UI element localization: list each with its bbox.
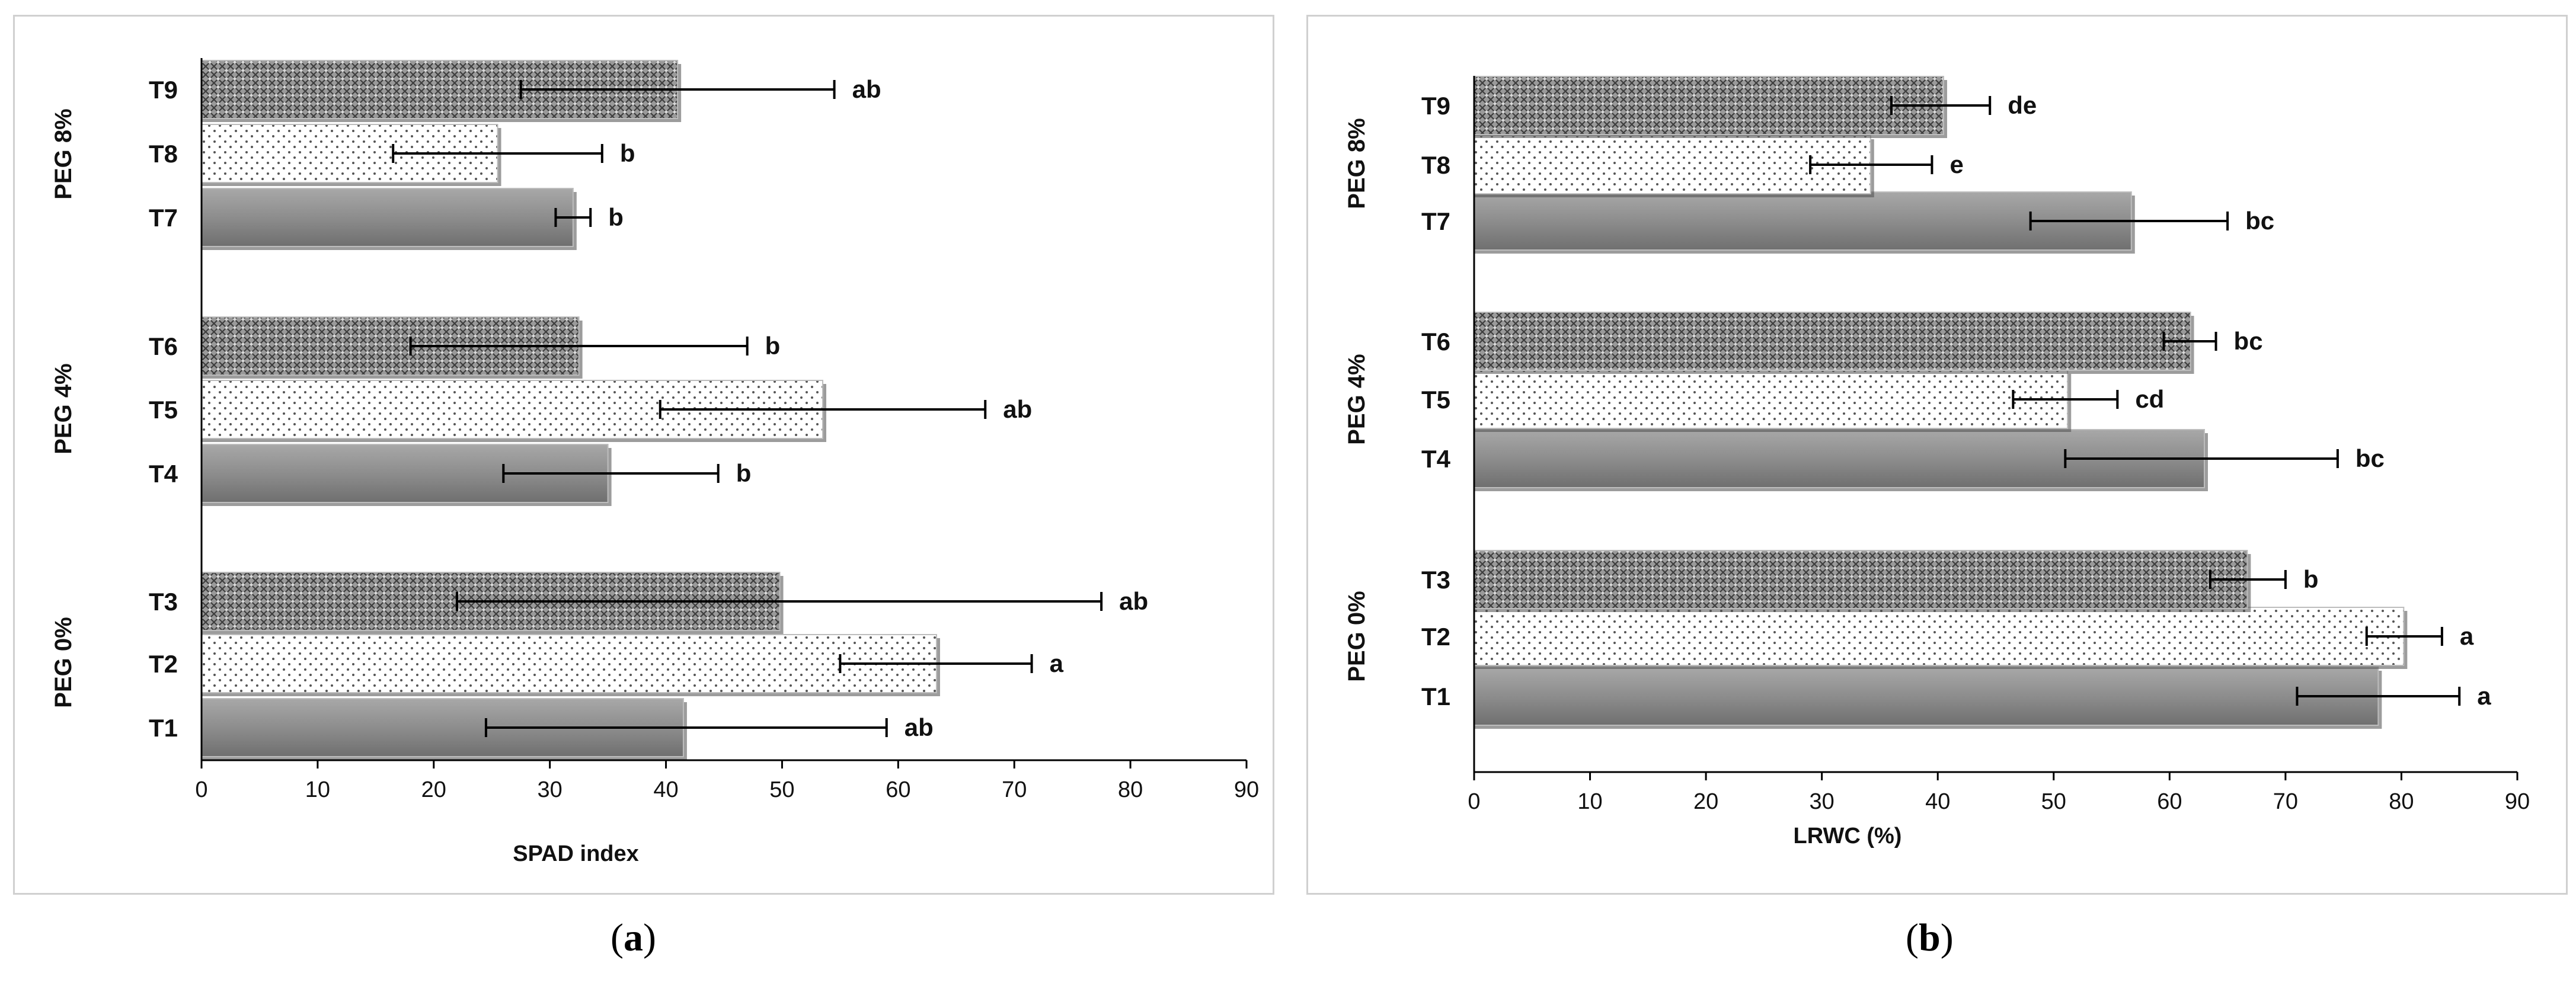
category-label-T9: T9 <box>1421 92 1450 120</box>
caption-a: (a) <box>611 916 656 959</box>
bar-group-T4: bc <box>1474 429 2385 491</box>
caption-a-letter: a <box>623 916 643 959</box>
x-tick-label-60: 60 <box>886 777 910 802</box>
bar-group-T8: b <box>201 124 635 186</box>
significance-letter-T8: b <box>620 139 635 167</box>
x-axis-label: LRWC (%) <box>1794 824 1902 848</box>
category-label-T7: T7 <box>149 204 178 232</box>
x-axis-label: SPAD index <box>513 841 639 866</box>
bar-group-T8: e <box>1474 135 1964 197</box>
bar-T1 <box>1474 667 2379 726</box>
category-label-T6: T6 <box>149 332 178 360</box>
significance-letter-T3: b <box>2303 565 2319 593</box>
x-tick-label-90: 90 <box>1234 777 1259 802</box>
x-tick-label-0: 0 <box>1468 789 1480 814</box>
x-tick-label-10: 10 <box>305 777 330 802</box>
bar-T2 <box>201 634 937 693</box>
bar-group-T3: b <box>1474 550 2319 612</box>
x-tick-label-40: 40 <box>1925 789 1950 814</box>
significance-letter-T1: ab <box>905 713 934 741</box>
group-label-0: PEG 0% <box>1344 591 1370 681</box>
x-tick-label-40: 40 <box>653 777 678 802</box>
x-tick-label-60: 60 <box>2157 789 2182 814</box>
category-label-T9: T9 <box>149 76 178 104</box>
bar-group-T9: ab <box>201 60 881 122</box>
bar-group-T6: bc <box>1474 312 2263 374</box>
bar-group-T9: de <box>1474 76 2037 138</box>
bar-T3 <box>1474 550 2248 609</box>
x-tick-label-30: 30 <box>1810 789 1834 814</box>
category-label-T5: T5 <box>149 396 178 424</box>
significance-letter-T1: a <box>2477 682 2491 710</box>
x-tick-label-30: 30 <box>538 777 562 802</box>
bar-group-T2: a <box>1474 607 2474 669</box>
x-tick-label-20: 20 <box>421 777 446 802</box>
x-tick-label-70: 70 <box>1002 777 1027 802</box>
category-label-T4: T4 <box>1421 445 1451 473</box>
significance-letter-T6: b <box>765 332 781 360</box>
bar-group-T4: b <box>201 444 752 506</box>
group-label-0: PEG 0% <box>50 617 76 707</box>
significance-letter-T5: ab <box>1003 395 1032 423</box>
significance-letter-T4: b <box>736 459 752 487</box>
bar-group-T2: a <box>201 634 1064 696</box>
chart-a: ab T1 a T2 ab T3 b T4 ab T5 b T6 b T7 b T8 ab T9 0 10 20 30 40… <box>50 58 1259 866</box>
category-label-T1: T1 <box>149 714 178 742</box>
bar-T9 <box>1474 76 1944 135</box>
category-label-T2: T2 <box>149 650 178 678</box>
significance-letter-T9: ab <box>852 75 881 103</box>
chart-panel-b: a T1 a T2 b T3 bc T4 cd T5 bc T6 bc T7 e T8 de T9 0 10 20 30 4… <box>1306 15 2568 895</box>
group-label-2: PEG 8% <box>1344 118 1370 209</box>
x-tick-label-90: 90 <box>2505 789 2530 814</box>
category-label-T6: T6 <box>1421 328 1450 356</box>
significance-letter-T8: e <box>1949 151 1963 178</box>
x-tick-label-80: 80 <box>1118 777 1143 802</box>
significance-letter-T5: cd <box>2135 385 2164 413</box>
significance-letter-T2: a <box>2460 622 2474 650</box>
bar-T6 <box>1474 312 2191 371</box>
category-label-T3: T3 <box>1421 566 1450 594</box>
category-label-T2: T2 <box>1421 623 1450 651</box>
x-tick-label-80: 80 <box>2389 789 2414 814</box>
chart-b: a T1 a T2 b T3 bc T4 cd T5 bc T6 bc T7 e T8 de T9 0 10 20 30 4… <box>1344 76 2530 848</box>
significance-letter-T6: bc <box>2234 327 2263 355</box>
category-label-T8: T8 <box>1421 151 1450 179</box>
bar-group-T5: cd <box>1474 370 2164 432</box>
significance-letter-T7: bc <box>2245 207 2274 235</box>
category-label-T5: T5 <box>1421 386 1450 414</box>
bar-group-T5: ab <box>201 380 1032 442</box>
x-tick-label-10: 10 <box>1577 789 1602 814</box>
bar-group-T6: b <box>201 316 781 379</box>
x-tick-label-50: 50 <box>769 777 794 802</box>
bar-T8 <box>1474 135 1871 194</box>
bar-group-T7: b <box>201 188 624 250</box>
group-label-2: PEG 8% <box>50 108 76 199</box>
caption-b: (b) <box>1906 916 1954 959</box>
group-label-1: PEG 4% <box>1344 354 1370 444</box>
x-tick-label-20: 20 <box>1693 789 1718 814</box>
x-tick-label-70: 70 <box>2273 789 2298 814</box>
x-tick-label-0: 0 <box>195 777 207 802</box>
category-label-T1: T1 <box>1421 683 1450 710</box>
bar-group-T7: bc <box>1474 191 2274 254</box>
bar-T5 <box>1474 370 2069 429</box>
significance-letter-T4: bc <box>2356 444 2385 472</box>
significance-letter-T2: a <box>1050 649 1064 677</box>
bar-group-T1: a <box>1474 667 2491 729</box>
category-label-T7: T7 <box>1421 207 1450 235</box>
significance-letter-T3: ab <box>1119 587 1148 615</box>
chart-panel-a: ab T1 a T2 ab T3 b T4 ab T5 b T6 b T7 b T8 ab T9 0 10 20 30 40… <box>13 15 1274 895</box>
bar-T7 <box>201 188 574 247</box>
caption-b-letter: b <box>1918 916 1941 959</box>
bar-group-T1: ab <box>201 698 934 760</box>
significance-letter-T9: de <box>2008 91 2037 119</box>
category-label-T3: T3 <box>149 588 178 616</box>
group-label-1: PEG 4% <box>50 363 76 454</box>
x-tick-label-50: 50 <box>2041 789 2066 814</box>
category-label-T8: T8 <box>149 140 178 168</box>
category-label-T4: T4 <box>149 460 178 488</box>
bar-group-T3: ab <box>201 572 1148 634</box>
significance-letter-T7: b <box>608 203 624 231</box>
bar-T2 <box>1474 607 2405 666</box>
